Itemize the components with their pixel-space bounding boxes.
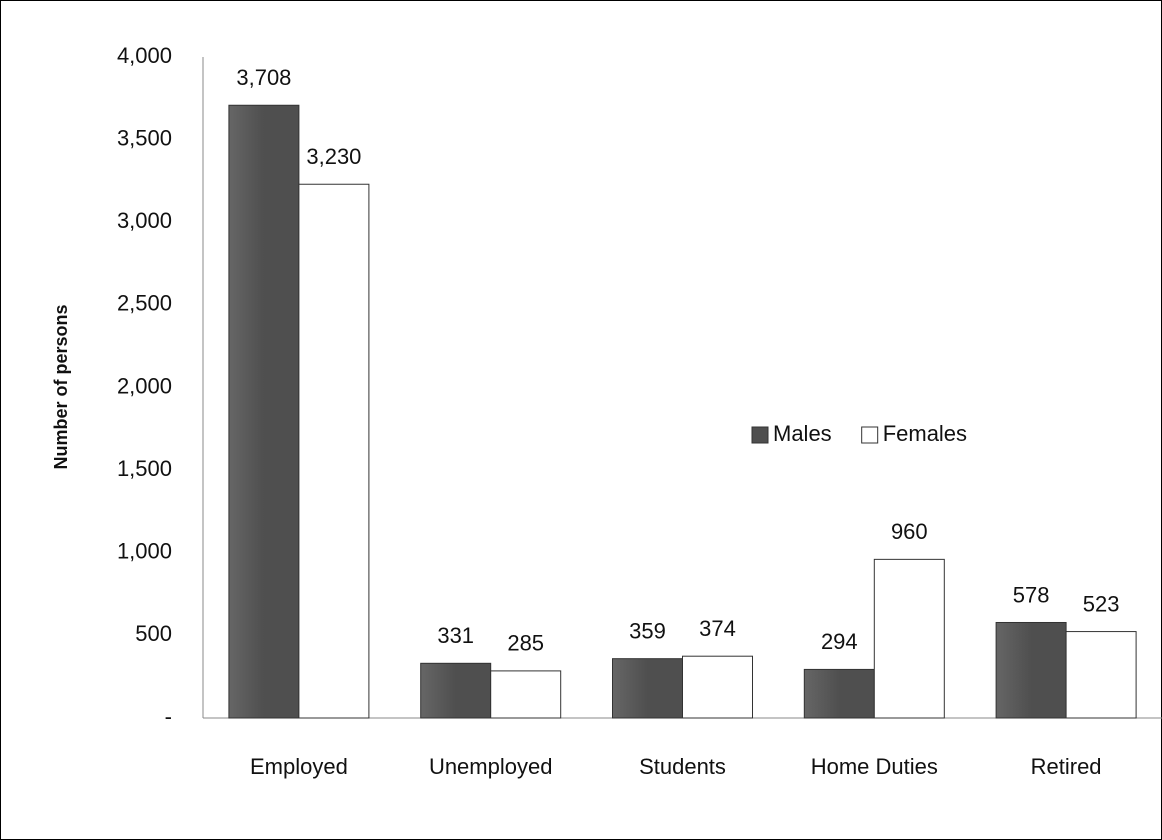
- value-label: 359: [629, 618, 666, 643]
- x-tick-label: Employed: [250, 754, 348, 779]
- y-axis-label: Number of persons: [51, 304, 71, 469]
- legend-swatch: [861, 426, 879, 444]
- bar: [995, 621, 1067, 719]
- bar: [803, 668, 875, 719]
- y-tick-label: 1,000: [117, 539, 172, 564]
- x-tick-label: Home Duties: [811, 754, 938, 779]
- y-tick-label: 2,000: [117, 373, 172, 398]
- bar: [612, 658, 683, 719]
- y-tick-label: -: [165, 704, 172, 729]
- x-tick-label: Students: [639, 754, 726, 779]
- x-tick-label: Unemployed: [429, 754, 553, 779]
- bar: [298, 183, 370, 719]
- legend-label: Females: [883, 421, 967, 446]
- value-label: 523: [1083, 591, 1120, 616]
- value-label: 285: [507, 631, 544, 656]
- value-label: 3,230: [306, 144, 361, 169]
- bar: [1065, 631, 1137, 719]
- y-tick-label: 3,500: [117, 125, 172, 150]
- value-label: 374: [699, 616, 736, 641]
- bar: [228, 104, 300, 719]
- bar: [682, 655, 753, 719]
- bar: [490, 670, 562, 719]
- x-tick-label: Retired: [1031, 754, 1102, 779]
- y-tick-label: 4,000: [117, 43, 172, 68]
- legend-label: Males: [773, 421, 832, 446]
- y-tick-label: 1,500: [117, 456, 172, 481]
- value-label: 3,708: [236, 65, 291, 90]
- legend-swatch: [751, 426, 769, 444]
- value-label: 331: [437, 623, 474, 648]
- value-label: 578: [1013, 582, 1050, 607]
- value-label: 294: [821, 629, 858, 654]
- bar: [420, 662, 492, 719]
- y-tick-label: 3,000: [117, 208, 172, 233]
- bar: [873, 558, 945, 719]
- y-tick-label: 2,500: [117, 291, 172, 316]
- y-tick-label: 500: [135, 621, 172, 646]
- value-label: 960: [891, 519, 928, 544]
